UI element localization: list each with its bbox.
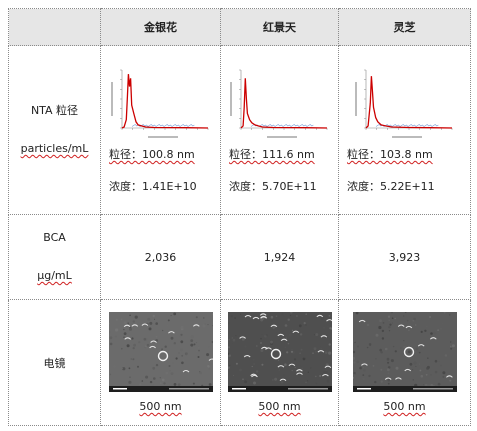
- nta-distribution-plot-1: [107, 66, 214, 142]
- header-corner: [8, 8, 101, 46]
- nta-conc-3: 浓度：5.22E+11: [347, 180, 435, 193]
- nta-conc-1: 浓度：1.41E+10: [109, 180, 197, 193]
- tem-micrograph-2: [227, 312, 332, 392]
- em-row: 电镜 500 nm 500 nm 500 nm: [8, 299, 471, 426]
- header-sample-2: 红景天: [220, 8, 339, 46]
- nta-cell-3: 粒径：103.8 nm 浓度：5.22E+11: [338, 45, 471, 215]
- bca-value-3: 3,923: [338, 214, 471, 300]
- nta-size-1: 粒径：100.8 nm: [109, 148, 195, 161]
- nta-distribution-plot-3: [351, 66, 458, 142]
- header-sample-1: 金银花: [100, 8, 221, 46]
- em-cell-3: 500 nm: [338, 299, 471, 426]
- em-cell-2: 500 nm: [220, 299, 339, 426]
- nta-label-line2: particles/mL: [20, 142, 89, 155]
- em-cell-1: 500 nm: [100, 299, 221, 426]
- nta-cell-2: 粒径：111.6 nm 浓度：5.70E+11: [220, 45, 339, 215]
- nta-row: NTA 粒径 particles/mL 粒径：100.8 nm 浓度：1.41E…: [8, 45, 471, 215]
- bca-label-line2: μg/mL: [37, 269, 72, 282]
- bca-value-1: 2,036: [100, 214, 221, 300]
- results-table: 金银花 红景天 灵芝 NTA 粒径 particles/mL 粒径：100.8 …: [8, 8, 471, 426]
- em-row-label: 电镜: [8, 299, 101, 426]
- tem-micrograph-1: [108, 312, 213, 392]
- nta-conc-2: 浓度：5.70E+11: [229, 180, 317, 193]
- bca-row: BCA μg/mL 2,036 1,924 3,923: [8, 214, 471, 300]
- em-scale-3: 500 nm: [383, 400, 426, 413]
- bca-row-label: BCA μg/mL: [8, 214, 101, 300]
- em-scale-2: 500 nm: [258, 400, 301, 413]
- bca-value-2: 1,924: [220, 214, 339, 300]
- em-scale-1: 500 nm: [139, 400, 182, 413]
- nta-size-2: 粒径：111.6 nm: [229, 148, 315, 161]
- bca-label-line1: BCA: [43, 231, 66, 244]
- nta-row-label: NTA 粒径 particles/mL: [8, 45, 101, 215]
- tem-micrograph-3: [352, 312, 457, 392]
- nta-label-line1: NTA 粒径: [30, 104, 79, 117]
- header-row: 金银花 红景天 灵芝: [8, 8, 471, 46]
- header-sample-3: 灵芝: [338, 8, 471, 46]
- nta-distribution-plot-2: [226, 66, 333, 142]
- nta-size-3: 粒径：103.8 nm: [347, 148, 433, 161]
- nta-cell-1: 粒径：100.8 nm 浓度：1.41E+10: [100, 45, 221, 215]
